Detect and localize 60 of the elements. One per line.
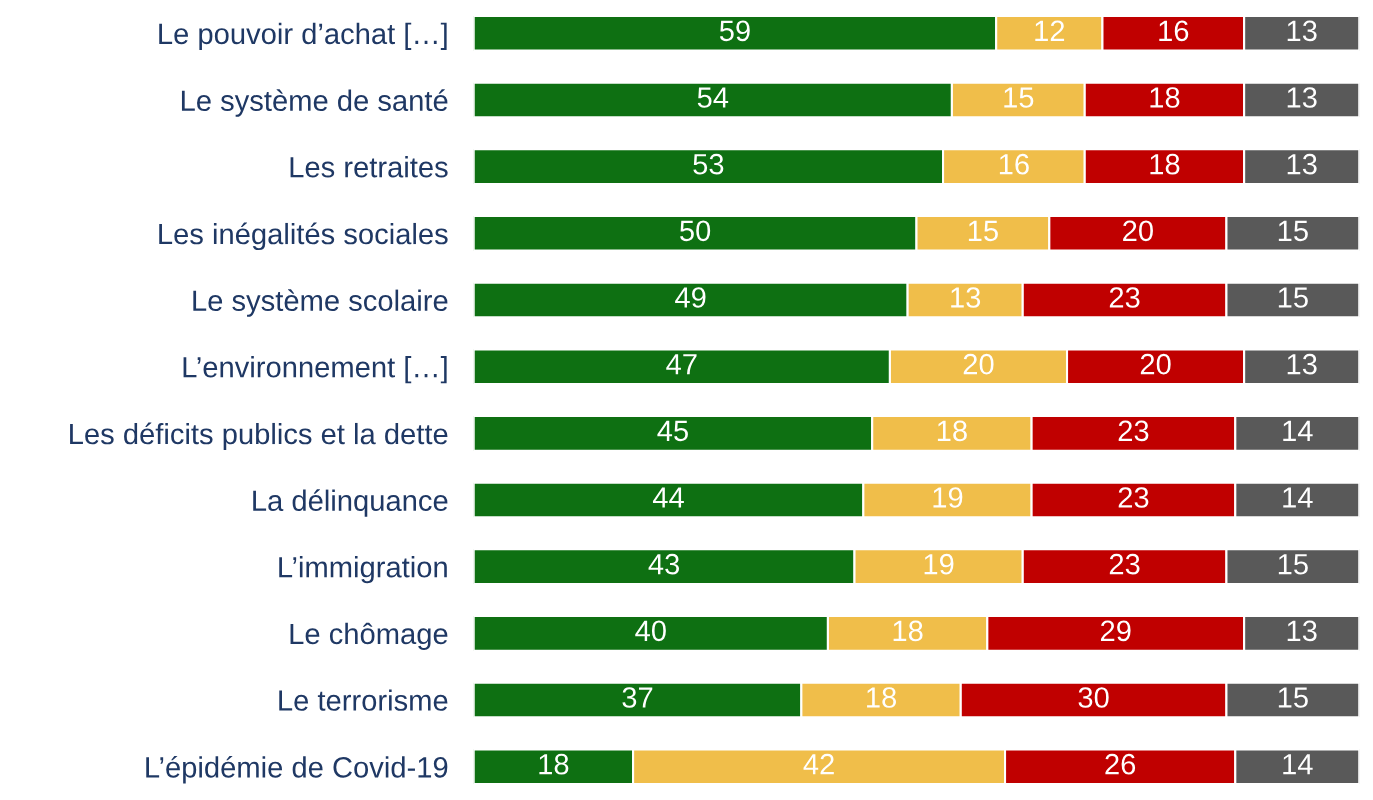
y-tick-label: L’immigration bbox=[279, 556, 447, 584]
y-tick-label: Le terrorisme bbox=[279, 689, 448, 711]
y-tick-label: Les retraites bbox=[290, 156, 448, 178]
data-label: 13 bbox=[1287, 353, 1317, 375]
data-label: 23 bbox=[1118, 487, 1149, 508]
data-label: 15 bbox=[1004, 87, 1034, 108]
data-label: 13 bbox=[1287, 87, 1317, 108]
data-label: 16 bbox=[999, 153, 1029, 175]
data-label: 43 bbox=[648, 553, 680, 575]
data-label: 44 bbox=[652, 487, 684, 508]
data-label: 40 bbox=[635, 620, 666, 642]
data-label: 26 bbox=[1105, 753, 1136, 775]
data-label: 18 bbox=[1150, 87, 1180, 108]
data-label: 13 bbox=[1287, 20, 1317, 42]
data-label: 20 bbox=[963, 353, 994, 375]
data-label: 54 bbox=[697, 87, 729, 108]
data-label: 19 bbox=[933, 487, 963, 508]
y-tick-label: Le système de santé bbox=[181, 89, 448, 117]
data-label: 42 bbox=[803, 753, 834, 775]
data-label: 29 bbox=[1100, 620, 1131, 642]
data-label: 37 bbox=[622, 687, 653, 708]
data-label: 15 bbox=[1278, 687, 1308, 708]
y-tick-label: L’environnement […] bbox=[183, 356, 447, 384]
data-label: 30 bbox=[1078, 687, 1109, 708]
data-label: 50 bbox=[680, 220, 711, 242]
data-label: 59 bbox=[719, 20, 750, 42]
data-label: 12 bbox=[1035, 20, 1065, 41]
data-label: 18 bbox=[893, 620, 923, 642]
data-label: 13 bbox=[1287, 153, 1317, 175]
data-label: 14 bbox=[1283, 487, 1313, 508]
data-label: 14 bbox=[1283, 420, 1313, 441]
y-tick-label: Le pouvoir d’achat […] bbox=[159, 22, 447, 50]
data-label: 13 bbox=[1287, 620, 1317, 642]
data-label: 19 bbox=[924, 553, 954, 575]
y-tick-label: La délinquance bbox=[253, 489, 448, 517]
data-label: 15 bbox=[1278, 287, 1308, 308]
data-label: 20 bbox=[1123, 220, 1153, 242]
y-tick-label: Les inégalités sociales bbox=[159, 222, 448, 251]
data-label: 18 bbox=[1150, 153, 1180, 175]
data-label: 18 bbox=[867, 687, 897, 708]
data-label: 45 bbox=[657, 420, 688, 442]
data-label: 18 bbox=[539, 753, 569, 775]
data-label: 15 bbox=[1278, 554, 1308, 575]
data-label: 23 bbox=[1118, 420, 1149, 442]
y-tick-label: L’épidémie de Covid-19 bbox=[146, 755, 448, 784]
data-label: 15 bbox=[1278, 220, 1308, 242]
data-label: 16 bbox=[1159, 20, 1189, 42]
data-label: 15 bbox=[968, 220, 998, 242]
data-label: 14 bbox=[1283, 754, 1313, 775]
y-tick-label: Les déficits publics et la dette bbox=[70, 422, 448, 451]
data-label: 49 bbox=[675, 287, 706, 308]
data-label: 20 bbox=[1140, 353, 1171, 375]
data-label: 13 bbox=[951, 287, 981, 308]
data-label: 53 bbox=[693, 153, 724, 175]
y-tick-label: Le système scolaire bbox=[193, 289, 448, 317]
y-tick-label: Le chômage bbox=[290, 622, 448, 650]
data-label: 18 bbox=[937, 420, 967, 442]
data-label: 23 bbox=[1109, 287, 1140, 308]
data-label: 47 bbox=[666, 354, 697, 375]
data-label: 23 bbox=[1109, 553, 1140, 575]
